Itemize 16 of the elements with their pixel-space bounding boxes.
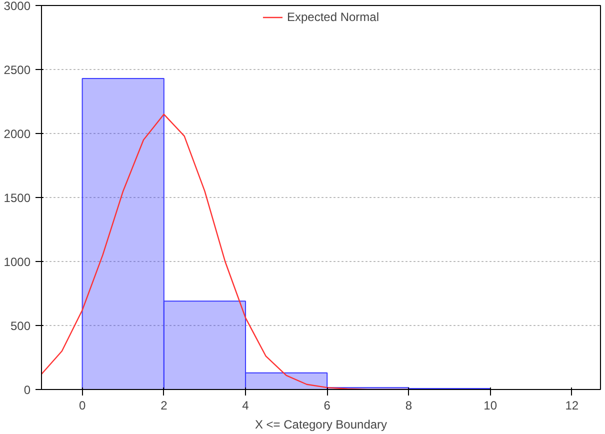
x-tick-label: 0	[78, 398, 86, 412]
y-tick-label: 0	[24, 383, 31, 397]
x-tick-label: 2	[160, 398, 168, 412]
x-tick-label: 8	[405, 398, 412, 412]
x-tick-label: 4	[242, 398, 250, 412]
y-tick-label: 3000	[4, 0, 31, 13]
x-tick-label: 10	[484, 398, 498, 412]
y-tick-label: 2500	[4, 63, 31, 77]
y-tick-label: 500	[10, 319, 31, 333]
x-tick-label: 12	[565, 398, 579, 412]
x-axis-title: X <= Category Boundary	[254, 418, 388, 432]
y-tick-label: 2000	[4, 127, 31, 141]
x-tick-label: 6	[324, 398, 331, 412]
y-tick-label: 1000	[4, 255, 31, 269]
y-tick-label: 1500	[4, 191, 31, 205]
legend-label: Expected Normal	[286, 10, 380, 24]
